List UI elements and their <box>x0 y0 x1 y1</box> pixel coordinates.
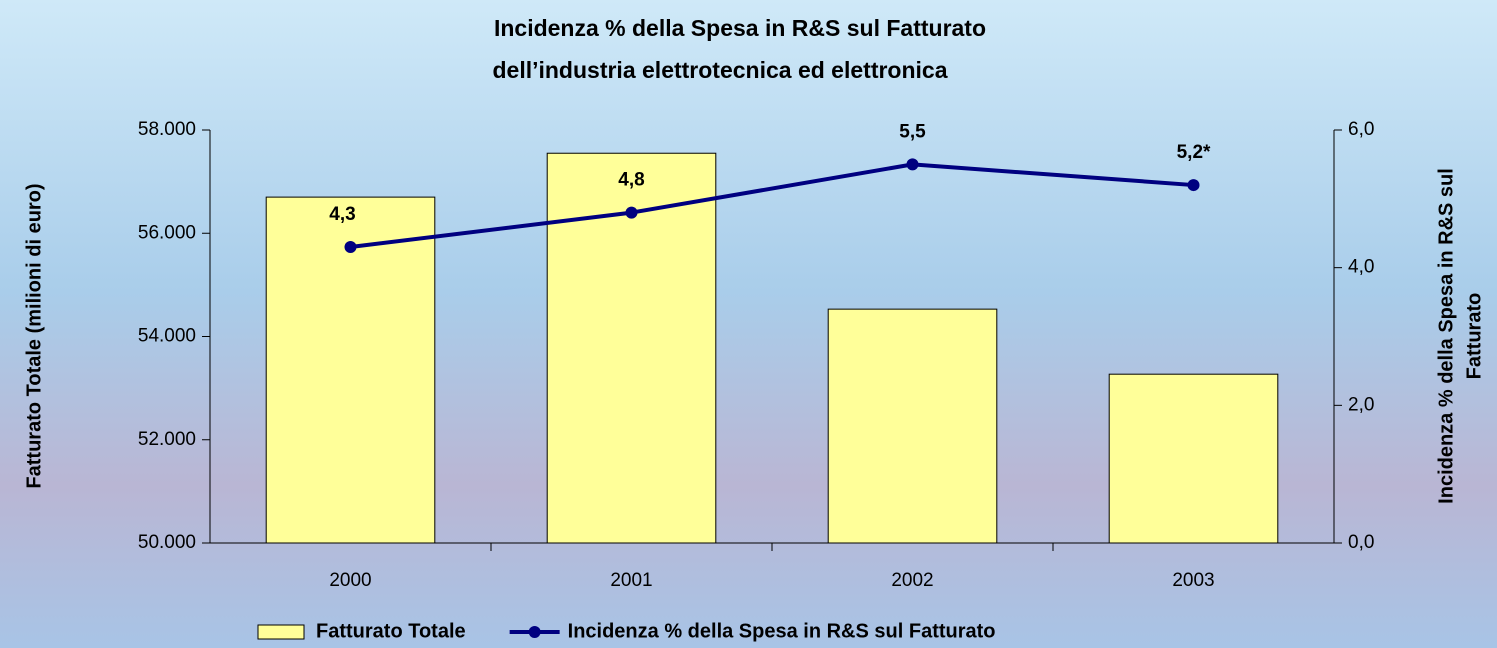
legend-marker <box>528 626 541 638</box>
marker <box>1187 179 1200 192</box>
x-tick-label: 2003 <box>1172 570 1214 591</box>
legend-label: Fatturato Totale <box>316 620 466 642</box>
x-tick-label: 2000 <box>329 570 371 591</box>
bar <box>827 308 998 544</box>
y-tick-label: 56.000 <box>138 222 196 243</box>
marker <box>344 241 357 254</box>
legend-swatch <box>257 624 305 640</box>
legend-label: Incidenza % della Spesa in R&S sul Fattu… <box>568 620 996 642</box>
chart-title: Incidenza % della Spesa in R&S sul Fattu… <box>494 15 986 41</box>
y2-tick-label: 6,0 <box>1348 119 1374 140</box>
y2-tick-label: 4,0 <box>1348 257 1374 278</box>
y2-tick-label: 2,0 <box>1348 394 1374 415</box>
y-tick-label: 52.000 <box>138 429 196 450</box>
x-tick-label: 2001 <box>610 570 652 591</box>
data-label: 5,2* <box>1177 142 1211 163</box>
y-tick-label: 54.000 <box>138 326 196 347</box>
data-label: 5,5 <box>899 121 926 142</box>
y-axis-label: Fatturato Totale (milioni di euro) <box>23 183 45 488</box>
y-tick-label: 50.000 <box>138 532 196 553</box>
bar <box>265 196 436 544</box>
marker <box>625 206 638 219</box>
line <box>350 162 1194 250</box>
y2-axis-label: Fatturato <box>1463 293 1485 380</box>
y2-tick-label: 0,0 <box>1348 532 1374 553</box>
data-label: 4,8 <box>618 170 644 191</box>
y2-axis-label: Incidenza % della Spesa in R&S sul <box>1435 168 1457 504</box>
x-tick-label: 2002 <box>891 570 933 591</box>
y-tick-label: 58.000 <box>138 119 196 140</box>
bar <box>1108 373 1279 544</box>
marker <box>906 158 919 171</box>
chart-subtitle: dell’industria elettrotecnica ed elettro… <box>492 57 947 83</box>
data-label: 4,3 <box>329 204 355 225</box>
